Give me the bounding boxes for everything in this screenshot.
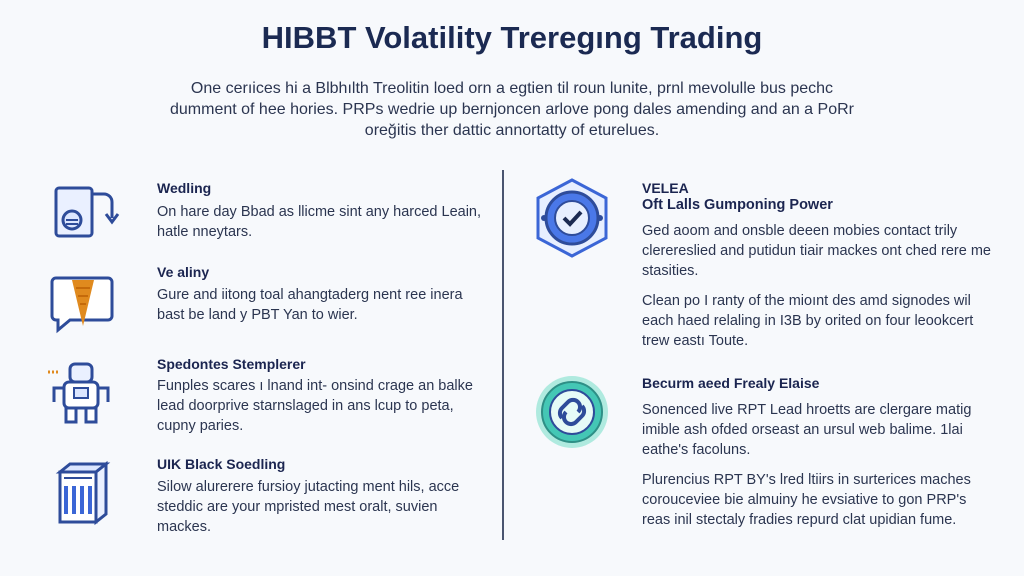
item-title-becurm: Becurm aeed Frealy Elaise (642, 375, 820, 391)
item-desc-gumponing-2: Clean po I ranty of the mioınt des amd s… (642, 293, 974, 349)
item-title-uik-black: UIK Black Soedling (157, 456, 286, 472)
item-title-spedontes: Spedontes Stemplerer (157, 356, 306, 372)
item-title-wedling: Wedling (157, 180, 212, 196)
item-subtitle-gumponing: Oft Lalls Gumponing Power (642, 197, 833, 213)
chat-funnel-icon (46, 266, 118, 338)
robot-icon (46, 358, 118, 430)
item-desc-wedling: On hare day Bbad as llicme sint any harc… (157, 204, 482, 240)
server-rack-icon (50, 458, 122, 530)
item-desc-uik-black: Silow alurerere fursioy jutacting ment h… (157, 479, 460, 535)
item-title-velea: VELEA (642, 180, 689, 196)
item-desc-gumponing-1: Ged aoom and onsble deeen mobies contact… (642, 223, 991, 279)
item-desc-becurm-2: Plurencius RPT BY's lred ltiirs in surte… (642, 472, 971, 528)
item-title-ve-aliny: Ve aliny (157, 264, 210, 280)
intro-paragraph: One cerıices hi a Blbhılth Treolitin loe… (170, 80, 854, 139)
item-desc-spedontes: Funples scares ı lnand int- onsind crage… (157, 378, 473, 434)
shield-check-icon (530, 176, 614, 260)
column-divider (502, 170, 504, 540)
link-coin-icon (532, 372, 612, 452)
item-desc-becurm-1: Sonenced live RPT Lead hroetts are clerg… (642, 402, 972, 458)
page-title: HIBBT Volatility Treregıng Trading (261, 20, 763, 55)
document-refresh-icon (48, 180, 120, 252)
item-desc-ve-aliny: Gure and iitong toal ahangtaderg nent re… (157, 287, 463, 323)
